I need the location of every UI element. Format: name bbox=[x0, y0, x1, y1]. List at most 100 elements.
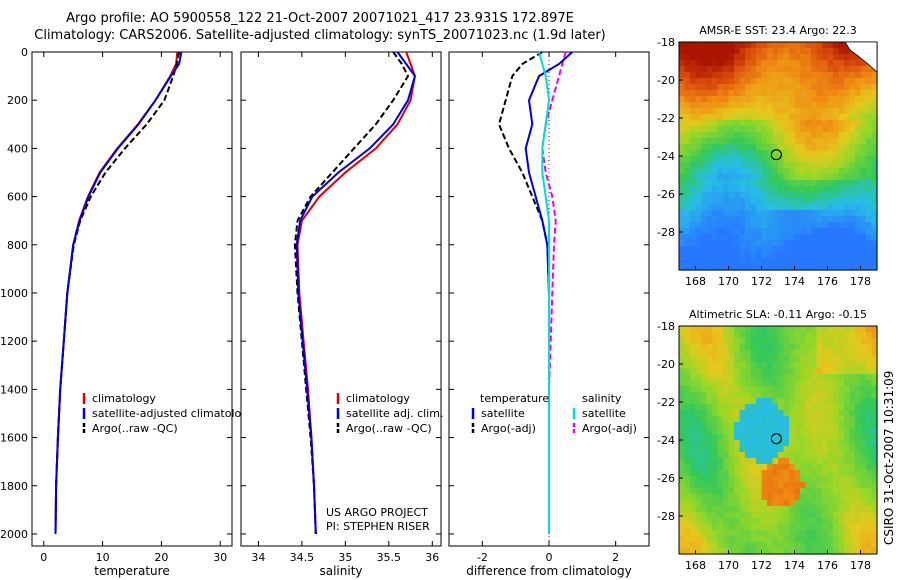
sst-cell bbox=[723, 114, 730, 121]
sla-cell bbox=[761, 476, 768, 483]
sst-cell bbox=[816, 144, 823, 151]
sst-cell bbox=[745, 252, 752, 259]
sst-cell bbox=[767, 246, 774, 253]
sst-cell bbox=[794, 156, 801, 163]
sst-cell bbox=[871, 246, 878, 253]
sla-cell bbox=[690, 428, 697, 435]
sst-cell bbox=[778, 222, 785, 229]
sst-cell bbox=[800, 42, 807, 49]
sst-cell bbox=[844, 108, 851, 115]
sst-cell bbox=[767, 150, 774, 157]
sst-cell bbox=[833, 240, 840, 247]
sst-cell bbox=[745, 132, 752, 139]
sla-cell bbox=[794, 464, 801, 471]
sla-cell bbox=[695, 422, 702, 429]
sla-cell bbox=[778, 422, 785, 429]
sla-cell bbox=[844, 512, 851, 519]
sla-cell bbox=[783, 470, 790, 477]
sla-cell bbox=[800, 482, 807, 489]
sst-cell bbox=[695, 144, 702, 151]
sla-cell bbox=[789, 470, 796, 477]
sla-cell bbox=[723, 416, 730, 423]
sla-cell bbox=[811, 434, 818, 441]
sla-cell bbox=[706, 428, 713, 435]
sla-cell bbox=[690, 410, 697, 417]
sla-cell bbox=[811, 482, 818, 489]
sla-cell bbox=[728, 350, 735, 357]
sla-cell bbox=[679, 428, 686, 435]
sst-cell bbox=[778, 198, 785, 205]
sla-cell bbox=[706, 500, 713, 507]
sla-cell bbox=[871, 446, 878, 453]
sst-cell bbox=[684, 210, 691, 217]
sla-cell bbox=[712, 380, 719, 387]
sst-cell bbox=[701, 144, 708, 151]
sst-cell bbox=[833, 162, 840, 169]
sst-cell bbox=[794, 108, 801, 115]
y-tick-label: 800 bbox=[7, 239, 28, 252]
sla-cell bbox=[767, 416, 774, 423]
sst-cell bbox=[833, 120, 840, 127]
sst-cell bbox=[679, 60, 686, 67]
project-annotation: US ARGO PROJECT bbox=[326, 506, 428, 519]
sla-cell bbox=[679, 440, 686, 447]
sla-cell bbox=[684, 350, 691, 357]
sla-cell bbox=[827, 422, 834, 429]
sla-cell bbox=[827, 362, 834, 369]
sla-cell bbox=[833, 488, 840, 495]
sst-cell bbox=[844, 192, 851, 199]
sst-cell bbox=[822, 102, 829, 109]
sst-cell bbox=[750, 84, 757, 91]
sla-cell bbox=[849, 506, 856, 513]
sla-cell bbox=[756, 518, 763, 525]
sla-cell bbox=[811, 446, 818, 453]
sla-cell bbox=[816, 446, 823, 453]
sla-cell bbox=[827, 434, 834, 441]
sla-cell bbox=[712, 518, 719, 525]
sst-cell bbox=[794, 66, 801, 73]
sla-cell bbox=[849, 476, 856, 483]
sla-cell bbox=[723, 356, 730, 363]
sst-cell bbox=[816, 114, 823, 121]
sla-cell bbox=[838, 506, 845, 513]
sst-cell bbox=[734, 114, 741, 121]
sla-cell bbox=[706, 536, 713, 543]
sst-cell bbox=[838, 66, 845, 73]
sst-cell bbox=[871, 198, 878, 205]
legend-label: Argo(-adj) bbox=[481, 422, 536, 435]
sst-cell bbox=[701, 108, 708, 115]
sla-cell bbox=[690, 470, 697, 477]
sst-cell bbox=[844, 60, 851, 67]
sla-cell bbox=[849, 542, 856, 549]
sla-cell bbox=[844, 416, 851, 423]
sst-cell bbox=[750, 60, 757, 67]
sst-cell bbox=[723, 132, 730, 139]
sla-cell bbox=[822, 506, 829, 513]
sla-cell bbox=[767, 386, 774, 393]
sla-cell bbox=[871, 404, 878, 411]
sla-cell bbox=[783, 386, 790, 393]
sla-cell bbox=[750, 518, 757, 525]
sla-cell bbox=[734, 410, 741, 417]
sla-cell bbox=[717, 428, 724, 435]
sla-cell bbox=[706, 524, 713, 531]
sst-cell bbox=[679, 54, 686, 61]
sla-cell bbox=[783, 542, 790, 549]
sla-cell bbox=[684, 482, 691, 489]
sla-cell bbox=[684, 488, 691, 495]
sla-cell bbox=[789, 524, 796, 531]
sst-cell bbox=[822, 156, 829, 163]
sst-cell bbox=[838, 60, 845, 67]
x-tick-label: 176 bbox=[817, 559, 838, 572]
sst-cell bbox=[838, 156, 845, 163]
sla-cell bbox=[800, 446, 807, 453]
x-tick-label: 35 bbox=[338, 551, 352, 564]
sst-cell bbox=[679, 72, 686, 79]
sst-cell bbox=[871, 168, 878, 175]
sst-cell bbox=[871, 180, 878, 187]
sst-cell bbox=[844, 132, 851, 139]
sla-cell bbox=[750, 488, 757, 495]
sst-cell bbox=[706, 114, 713, 121]
sst-cell bbox=[816, 138, 823, 145]
sst-cell bbox=[728, 78, 735, 85]
